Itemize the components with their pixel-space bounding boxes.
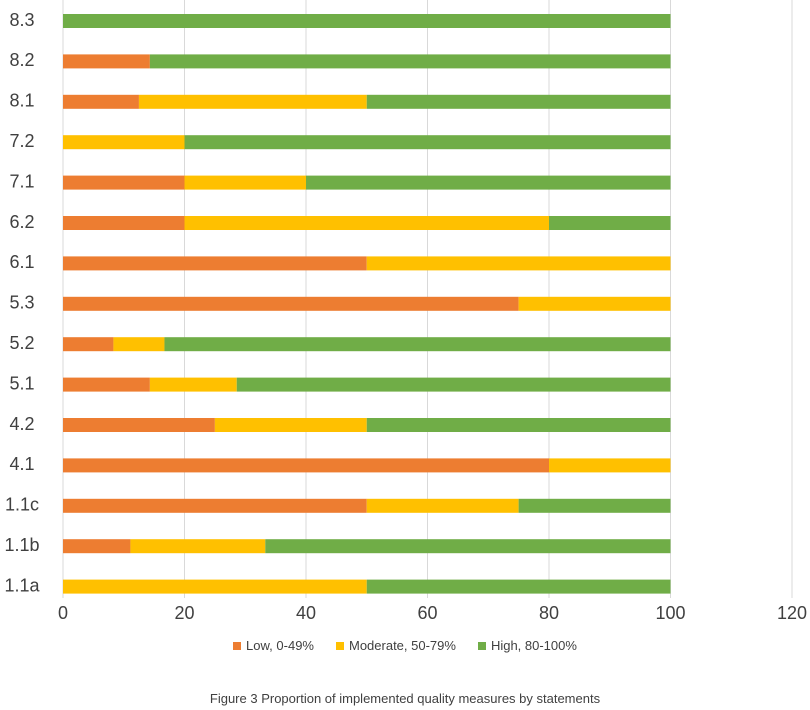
bar-5-2-moderate — [113, 337, 165, 352]
bar-4-2-high — [366, 418, 671, 432]
y-tick-label-5-3: 5.3 — [9, 293, 34, 313]
legend-label: High, 80-100% — [490, 638, 577, 653]
y-tick-label-4-2: 4.2 — [9, 414, 34, 434]
x-tick-label-100: 100 — [655, 603, 685, 623]
bar-4-2-low — [63, 418, 215, 432]
y-tick-label-4-1: 4.1 — [9, 454, 34, 474]
bar-4-1-moderate — [549, 458, 671, 473]
y-tick-label-8-3: 8.3 — [9, 10, 34, 30]
bar-8-2-low — [63, 54, 150, 69]
y-tick-label-5-1: 5.1 — [9, 373, 34, 393]
y-tick-label-1-1b: 1.1b — [4, 535, 39, 555]
y-tick-label-6-2: 6.2 — [9, 212, 34, 232]
bar-8-1-moderate — [138, 94, 367, 109]
bar-6-1-low — [63, 256, 367, 271]
stacked-bar-chart: 8.3 8.2 8.1 7.2 7.1 6.2 6.1 5.3 5.2 5.1 4.2 4.1 1.1c… — [4, 0, 807, 623]
y-tick-label-8-2: 8.2 — [9, 50, 34, 70]
bar-5-1-high — [236, 377, 671, 392]
bar-6-1-moderate — [366, 256, 671, 271]
bar-1-1c-high — [518, 498, 671, 513]
legend-item-moderate: Moderate, 50-79% — [335, 638, 456, 653]
bar-5-2-low — [63, 337, 114, 352]
legend-swatch — [335, 641, 344, 650]
x-tick-label-40: 40 — [296, 603, 316, 623]
bar-6-2-high — [549, 216, 671, 230]
bar-8-2-high — [149, 54, 671, 69]
y-tick-label-5-2: 5.2 — [9, 333, 34, 353]
bar-6-2-low — [63, 216, 185, 230]
bar-1-1b-low — [63, 539, 131, 554]
bars — [63, 14, 671, 594]
bar-1-1a-high — [366, 579, 671, 594]
bar-6-2-moderate — [184, 216, 549, 230]
x-tick-label-80: 80 — [539, 603, 559, 623]
bar-1-1b-moderate — [130, 539, 266, 554]
bar-4-2-moderate — [214, 418, 367, 432]
bar-8-1-low — [63, 94, 139, 109]
legend: Low, 0-49% Moderate, 50-79% High, 80-100% — [0, 638, 810, 653]
legend-swatch — [233, 641, 242, 650]
bar-7-2-high — [184, 135, 671, 150]
x-tick-label-20: 20 — [174, 603, 194, 623]
y-tick-label-7-1: 7.1 — [9, 171, 34, 191]
legend-label: Low, 0-49% — [246, 638, 314, 653]
bar-4-1-low — [63, 458, 549, 473]
x-axis-labels: 0 20 40 60 80 100 120 — [58, 603, 807, 623]
bar-8-1-high — [366, 94, 671, 109]
bar-1-1c-low — [63, 498, 367, 513]
bar-5-3-moderate — [518, 296, 671, 311]
y-tick-label-7-2: 7.2 — [9, 131, 34, 151]
legend-item-high: High, 80-100% — [477, 638, 577, 653]
bar-1-1c-moderate — [366, 498, 519, 513]
bar-8-3-high — [63, 14, 671, 28]
y-tick-label-6-1: 6.1 — [9, 252, 34, 272]
figure-caption: Figure 3 Proportion of implemented quali… — [209, 691, 601, 706]
x-tick-label-0: 0 — [58, 603, 68, 623]
y-tick-label-8-1: 8.1 — [9, 91, 34, 111]
x-tick-label-120: 120 — [777, 603, 807, 623]
bar-1-1a-moderate — [63, 579, 367, 594]
bar-5-1-moderate — [149, 377, 237, 392]
bar-5-3-low — [63, 296, 519, 311]
y-tick-label-1-1c: 1.1c — [5, 495, 39, 515]
legend-label: Moderate, 50-79% — [348, 638, 456, 653]
legend-item-low: Low, 0-49% — [233, 638, 314, 653]
bar-7-1-moderate — [184, 175, 306, 190]
bar-5-2-high — [164, 337, 671, 352]
bar-7-2-moderate — [63, 135, 185, 150]
legend-swatch — [477, 641, 486, 650]
y-axis-labels: 8.3 8.2 8.1 7.2 7.1 6.2 6.1 5.3 5.2 5.1 4.2 4.1 1.1c… — [4, 10, 40, 596]
bar-7-1-low — [63, 175, 185, 190]
bar-7-1-high — [306, 175, 671, 190]
bar-5-1-low — [63, 377, 150, 392]
y-tick-label-1-1a: 1.1a — [4, 575, 40, 595]
x-tick-label-60: 60 — [417, 603, 437, 623]
bar-1-1b-high — [265, 539, 671, 554]
